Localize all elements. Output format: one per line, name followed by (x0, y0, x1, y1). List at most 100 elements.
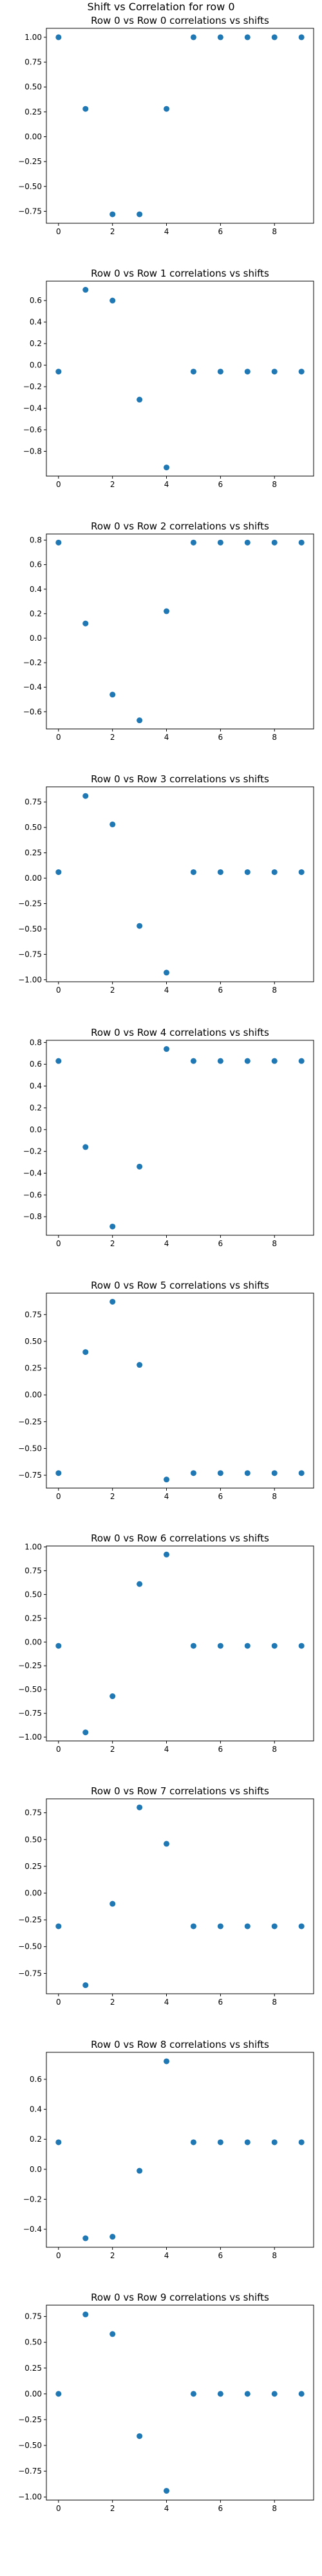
y-tick-label: −0.50 (18, 1444, 42, 1453)
scatter-point (298, 869, 305, 876)
scatter-point (298, 1058, 305, 1064)
y-tick-label: 0.4 (30, 585, 42, 594)
scatter-point (164, 1551, 170, 1558)
scatter-point (137, 1581, 143, 1587)
scatter-point (271, 1058, 278, 1064)
y-tick-label: 0.2 (30, 609, 42, 618)
subplot-title: Row 0 vs Row 8 correlations vs shifts (91, 2039, 269, 2050)
x-tick-label: 6 (218, 227, 223, 236)
subplot-title: Row 0 vs Row 5 correlations vs shifts (91, 1280, 269, 1291)
y-tick-label: −0.25 (18, 1661, 42, 1670)
y-tick-label: 0.2 (30, 1103, 42, 1112)
x-tick-label: 8 (272, 2504, 277, 2513)
plot-frame (46, 786, 314, 982)
x-tick-label: 4 (164, 480, 169, 489)
scatter-point (244, 869, 251, 876)
y-tick-label: −0.8 (23, 446, 42, 455)
scatter-point (217, 539, 223, 546)
y-tick-label: 0.00 (24, 1889, 42, 1898)
scatter-point (164, 1046, 170, 1053)
scatter-point (109, 2331, 116, 2337)
subplot-7: Row 0 vs Row 7 correlations vs shifts 0 2 4… (18, 1785, 314, 2007)
scatter-point (298, 369, 305, 375)
y-tick-label: 0.00 (24, 874, 42, 883)
x-tick-label: 6 (218, 1998, 223, 2007)
scatter-point (82, 1982, 89, 1989)
scatter-point (55, 1470, 62, 1477)
scatter-point (217, 1058, 223, 1064)
x-tick-label: 0 (56, 1239, 61, 1248)
x-tick-label: 4 (164, 2251, 169, 2260)
x-tick-label: 8 (272, 2251, 277, 2260)
scatter-point (137, 2167, 143, 2174)
scatter-point (137, 2433, 143, 2440)
scatter-point (82, 620, 89, 627)
y-tick-label: −0.50 (18, 182, 42, 191)
plot-frame (46, 2052, 314, 2248)
x-tick-label: 2 (110, 1745, 115, 1754)
scatter-point (55, 1642, 62, 1649)
scatter-point (55, 34, 62, 41)
x-tick-label: 6 (218, 1239, 223, 1248)
y-tick-label: 0.6 (30, 2075, 42, 2084)
scatter-point (190, 1058, 196, 1064)
y-tick-label: −0.4 (23, 404, 42, 413)
x-tick-label: 0 (56, 2251, 61, 2260)
scatter-point (244, 1058, 251, 1064)
subplot-5: Row 0 vs Row 5 correlations vs shifts 0 2 4… (18, 1280, 314, 1501)
scatter-point (55, 869, 62, 876)
scatter-point (217, 2139, 223, 2146)
subplot-title: Row 0 vs Row 4 correlations vs shifts (91, 1027, 269, 1038)
scatter-point (298, 2391, 305, 2397)
x-tick-label: 2 (110, 2251, 115, 2260)
scatter-point (82, 2235, 89, 2241)
subplot-title: Row 0 vs Row 2 correlations vs shifts (91, 520, 269, 532)
scatter-point (164, 106, 170, 112)
y-tick-label: 0.50 (24, 1337, 42, 1346)
plot-frame (46, 1798, 314, 1994)
scatter-point (217, 34, 223, 41)
y-tick-label: −0.75 (18, 1969, 42, 1978)
x-tick-label: 8 (272, 1492, 277, 1501)
y-tick-label: −0.75 (18, 207, 42, 216)
x-tick-label: 2 (110, 227, 115, 236)
x-tick-label: 4 (164, 1745, 169, 1754)
y-tick-label: 1.00 (24, 1542, 42, 1551)
y-tick-label: −1.00 (18, 975, 42, 984)
y-tick-label: 0.75 (24, 1566, 42, 1575)
scatter-point (298, 1923, 305, 1929)
y-tick-label: 0.25 (24, 1614, 42, 1623)
y-tick-label: 0.75 (24, 798, 42, 807)
y-tick-label: 0.00 (24, 1390, 42, 1399)
y-tick-label: −0.4 (23, 2225, 42, 2234)
x-tick-label: 0 (56, 733, 61, 742)
x-tick-label: 4 (164, 1239, 169, 1248)
scatter-point (109, 1900, 116, 1907)
scatter-point (137, 1804, 143, 1810)
scatter-point (271, 869, 278, 876)
x-tick-label: 6 (218, 986, 223, 995)
scatter-point (271, 1642, 278, 1649)
scatter-point (244, 2139, 251, 2146)
subplot-6: Row 0 vs Row 6 correlations vs shifts 0 2 4… (18, 1532, 314, 1754)
scatter-point (271, 369, 278, 375)
plot-frame (46, 533, 314, 730)
y-tick-label: 0.2 (30, 339, 42, 348)
x-tick-label: 8 (272, 986, 277, 995)
scatter-point (109, 2234, 116, 2240)
scatter-point (137, 1163, 143, 1170)
x-tick-label: 2 (110, 1239, 115, 1248)
y-tick-label: 0.2 (30, 2135, 42, 2144)
scatter-point (271, 2391, 278, 2397)
y-tick-label: −0.6 (23, 1190, 42, 1199)
y-tick-label: −0.25 (18, 157, 42, 166)
scatter-point (137, 396, 143, 403)
scatter-point (298, 539, 305, 546)
y-tick-label: 0.0 (30, 634, 42, 643)
y-tick-label: 0.25 (24, 849, 42, 858)
x-tick-label: 6 (218, 480, 223, 489)
scatter-point (190, 2391, 196, 2397)
x-tick-label: 6 (218, 733, 223, 742)
scatter-point (109, 692, 116, 698)
y-tick-label: −0.6 (23, 707, 42, 716)
